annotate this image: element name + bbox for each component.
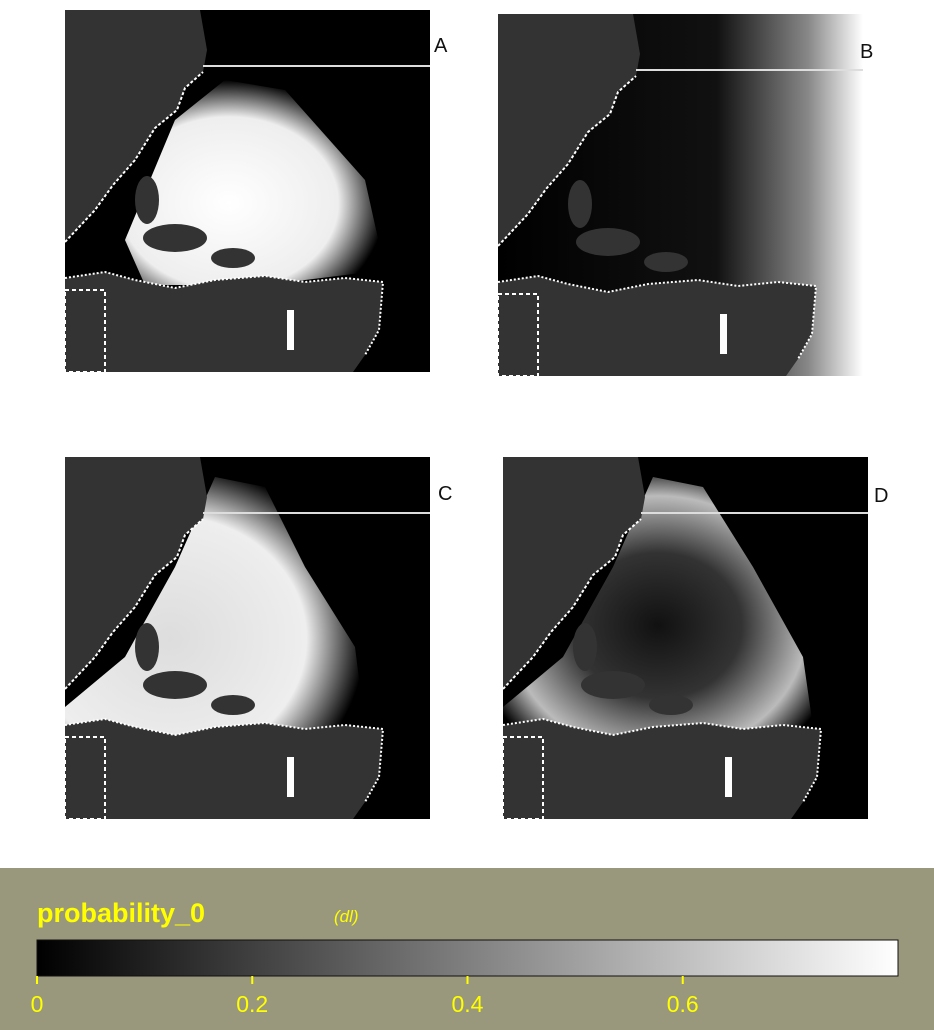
panel-d [503,457,868,819]
panel-c [65,457,430,819]
tick-label: 0 [31,991,44,1017]
tick-label: 0.2 [236,991,268,1017]
colorbar-unit: (dl) [334,907,359,926]
panel-a [65,10,430,372]
panel-label: A [434,35,448,57]
colorbar [37,940,898,976]
panel-b [498,14,863,376]
panel-label: D [874,485,888,507]
panel-label: B [860,41,873,63]
figure: A B C D probability_0 (dl) 0 0.2 0.4 0.6 [0,0,934,1030]
tick-label: 0.4 [452,991,484,1017]
colorbar-title: probability_0 [37,898,205,928]
panel-label: C [438,483,452,505]
tick-label: 0.6 [667,991,699,1017]
